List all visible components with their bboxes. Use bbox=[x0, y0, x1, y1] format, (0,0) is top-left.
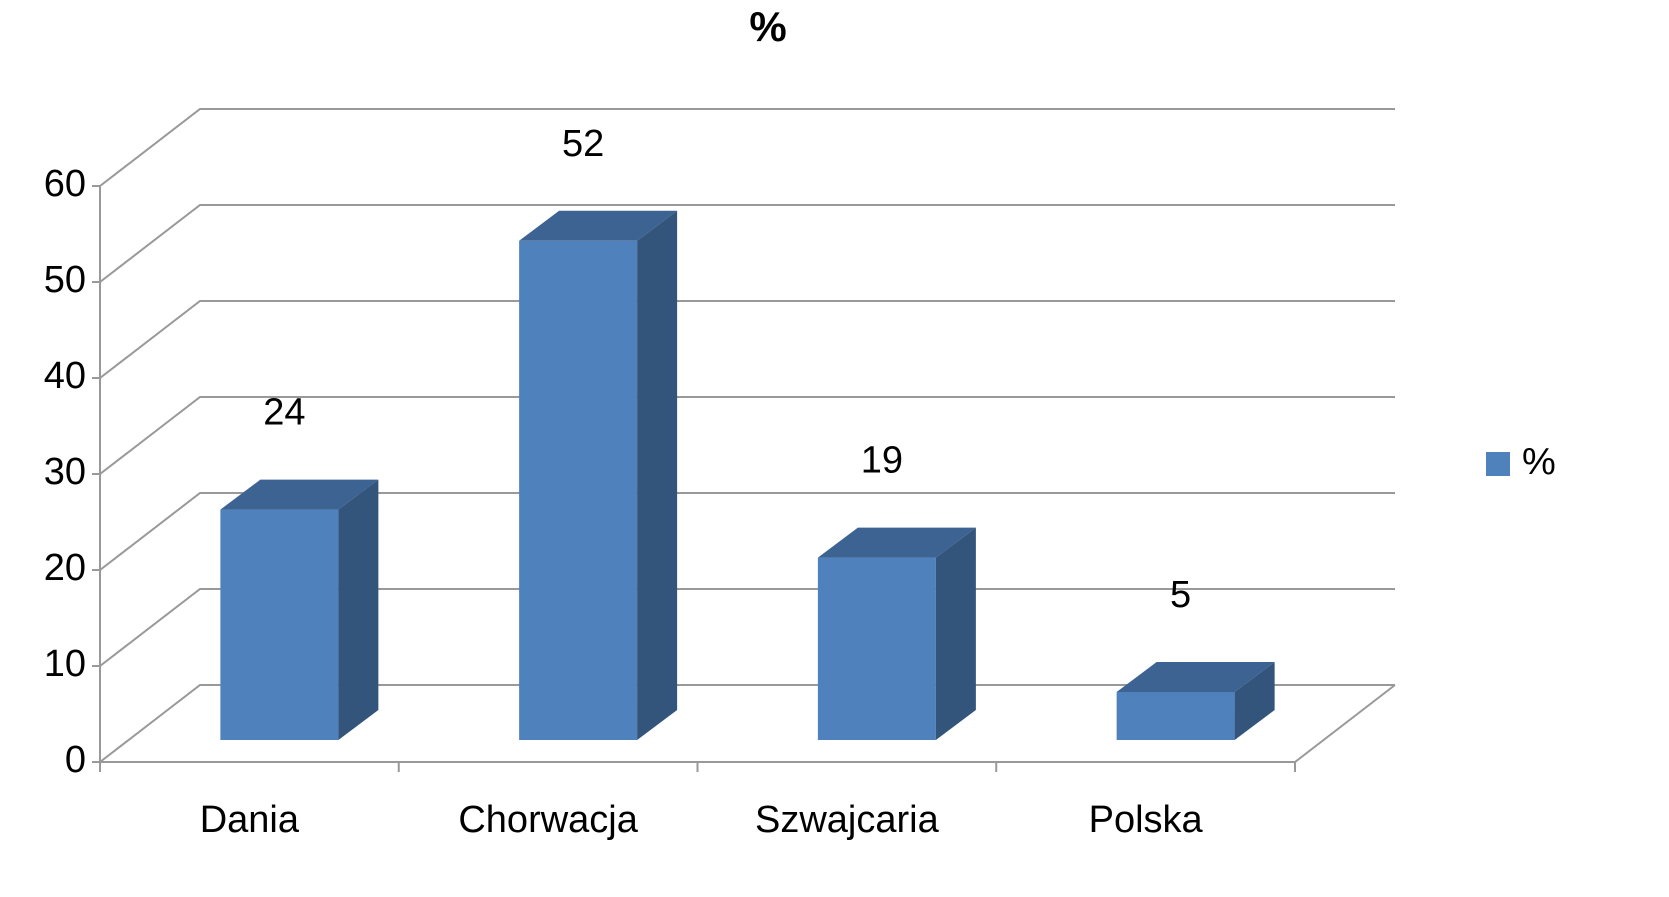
x-tick-label: Szwajcaria bbox=[755, 799, 940, 841]
grid-line bbox=[99, 492, 1395, 571]
grid-line bbox=[99, 300, 1395, 379]
chart-title: % bbox=[749, 3, 786, 50]
y-tick-label: 20 bbox=[44, 547, 86, 589]
x-tick-label: Chorwacja bbox=[458, 799, 638, 841]
grid-line bbox=[99, 108, 1395, 187]
bar bbox=[1116, 692, 1235, 740]
bar-side bbox=[637, 210, 678, 741]
bar-top bbox=[519, 210, 678, 241]
y-tick-label: 10 bbox=[44, 643, 86, 685]
bar bbox=[220, 509, 339, 740]
bar-side bbox=[1234, 662, 1275, 740]
grid-line bbox=[99, 204, 1395, 283]
grid-line bbox=[99, 684, 1395, 763]
grid-line bbox=[99, 396, 1395, 475]
bar bbox=[519, 240, 638, 741]
legend-label: % bbox=[1522, 441, 1556, 483]
bar-top bbox=[1116, 662, 1275, 692]
y-tick-label: 0 bbox=[65, 739, 86, 781]
value-label: 52 bbox=[562, 123, 604, 165]
y-tick-label: 30 bbox=[44, 451, 86, 493]
x-tick-label: Dania bbox=[200, 799, 300, 841]
value-label: 19 bbox=[861, 440, 903, 482]
bar-side bbox=[338, 479, 379, 740]
legend-swatch bbox=[1486, 452, 1510, 476]
y-tick-label: 40 bbox=[44, 355, 86, 397]
x-tick-label: Polska bbox=[1089, 799, 1204, 841]
y-tick-label: 50 bbox=[44, 259, 86, 301]
grid-line bbox=[99, 588, 1395, 667]
bar bbox=[817, 557, 936, 740]
y-tick-label: 60 bbox=[44, 163, 86, 205]
value-label: 5 bbox=[1170, 574, 1191, 616]
value-label: 24 bbox=[263, 392, 305, 434]
bar-side bbox=[935, 527, 976, 740]
bar-top bbox=[220, 479, 379, 510]
bar-top bbox=[817, 527, 976, 558]
